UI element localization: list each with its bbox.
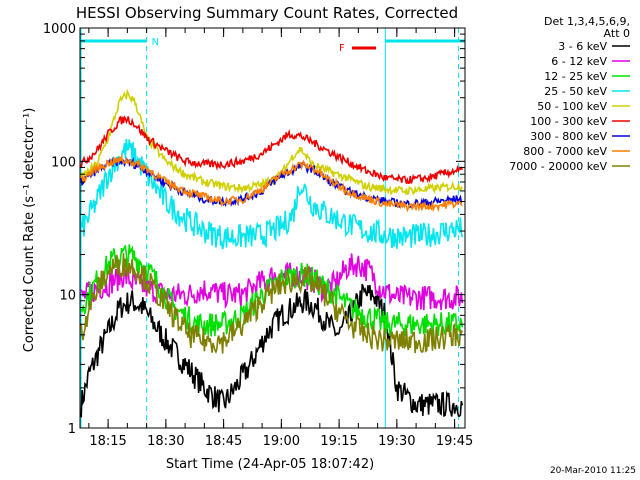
x-tick-label: 19:00 xyxy=(263,434,300,449)
x-tick-label: 18:15 xyxy=(89,434,126,449)
x-tick-label: 19:15 xyxy=(320,434,357,449)
series-line xyxy=(80,115,464,185)
x-tick-label: 19:30 xyxy=(378,434,415,449)
legend: Det 1,3,4,5,6,9,Att 03 - 6 keV 6 - 12 keV… xyxy=(509,15,630,173)
legend-header: Att 0 xyxy=(604,27,630,40)
legend-label: 50 - 100 keV xyxy=(537,100,607,113)
x-tick-label: 18:30 xyxy=(147,434,184,449)
footer-date: 20-Mar-2010 11:25 xyxy=(550,466,636,476)
axes: 1 10 100 1000 18:15 18:30 18:45 19:00 19:15 19:30… xyxy=(43,22,473,449)
night-flag-label: N xyxy=(152,37,159,48)
y-tick-label: 1 xyxy=(68,422,76,437)
y-axis-label: Corrected Count Rate (s⁻¹ detector⁻¹) xyxy=(22,108,37,353)
legend-label: 800 - 7000 keV xyxy=(523,145,607,158)
chart-title: HESSI Observing Summary Count Rates, Cor… xyxy=(76,4,458,22)
series-line xyxy=(80,252,464,354)
series-line xyxy=(80,138,464,250)
legend-label: 6 - 12 keV xyxy=(551,55,607,68)
legend-label: 7000 - 20000 keV xyxy=(509,160,607,173)
flare-flag-label: F xyxy=(339,43,345,54)
y-tick-label: 10 xyxy=(59,289,76,304)
series-line xyxy=(80,154,463,213)
legend-label: 25 - 50 keV xyxy=(544,85,607,98)
x-tick-label: 18:45 xyxy=(205,434,242,449)
series-line xyxy=(80,253,464,311)
plot-frame xyxy=(79,27,466,429)
legend-header: Det 1,3,4,5,6,9, xyxy=(544,15,630,28)
y-tick-label: 1000 xyxy=(43,22,76,37)
x-tick-label: 19:45 xyxy=(436,434,473,449)
legend-label: 12 - 25 keV xyxy=(544,70,607,83)
legend-label: 300 - 800 keV xyxy=(530,130,607,143)
legend-label: 100 - 300 keV xyxy=(530,115,607,128)
legend-label: 3 - 6 keV xyxy=(558,40,607,53)
series-line xyxy=(80,283,464,418)
y-tick-label: 100 xyxy=(51,155,76,170)
plot-area: NF xyxy=(80,28,465,428)
x-axis-label: Start Time (24-Apr-05 18:07:42) xyxy=(166,457,374,472)
